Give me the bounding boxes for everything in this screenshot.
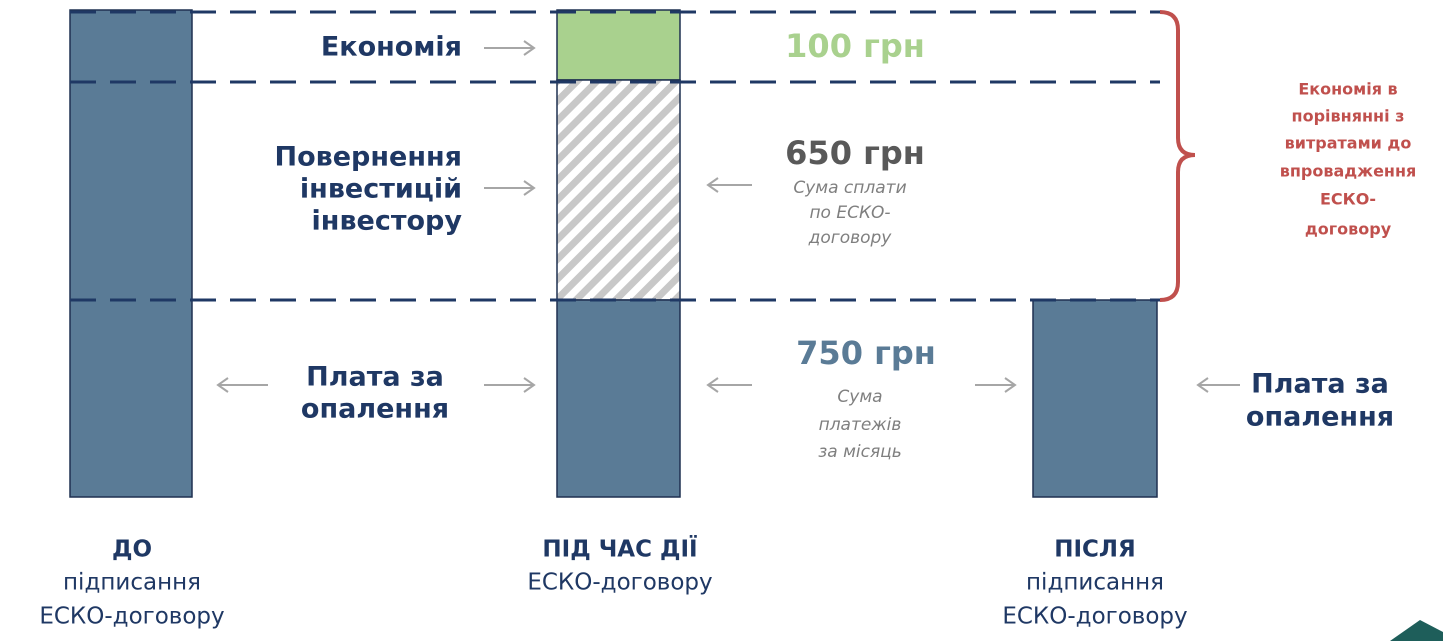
label: Плата за bbox=[1251, 369, 1389, 400]
label: Плата за bbox=[306, 362, 444, 393]
amount: 650 грн bbox=[785, 134, 925, 172]
note: по ЕСКО- bbox=[809, 203, 890, 223]
column-subtitle: підписання bbox=[63, 570, 201, 596]
label: опалення bbox=[301, 394, 449, 425]
bar-investment bbox=[556, 79, 681, 301]
label: опалення bbox=[1246, 402, 1394, 433]
arrows bbox=[216, 40, 1240, 393]
amount: 100 грн bbox=[785, 27, 925, 65]
note-line: впровадження bbox=[1280, 162, 1417, 181]
column-title: ПІСЛЯ bbox=[1054, 537, 1136, 563]
note-line: ЕСКО- bbox=[1320, 190, 1376, 209]
label: Економія bbox=[321, 32, 462, 63]
bar-savings bbox=[556, 9, 681, 81]
amount: 750 грн bbox=[796, 334, 936, 372]
note-line: договору bbox=[1305, 220, 1392, 239]
column-subtitle: ЕСКО-договору bbox=[527, 570, 712, 596]
brace bbox=[1159, 10, 1196, 302]
label: інвестицій bbox=[300, 174, 462, 205]
note: Сума bbox=[837, 387, 882, 407]
column-subtitle: підписання bbox=[1026, 570, 1164, 596]
column-title: ДО bbox=[112, 537, 152, 563]
note-line: порівнянні з bbox=[1292, 107, 1405, 126]
column-title: ПІД ЧАС ДІЇ bbox=[542, 535, 697, 563]
note: за місяць bbox=[818, 442, 902, 462]
note: Сума сплати bbox=[793, 178, 906, 198]
note-line: витратами до bbox=[1285, 134, 1412, 153]
column-subtitle: ЕСКО-договору bbox=[39, 604, 224, 630]
brace-note: Економія в порівнянні з витратами до впр… bbox=[1280, 80, 1417, 239]
bar-before bbox=[69, 9, 193, 498]
label: Повернення bbox=[275, 142, 462, 173]
label: інвестору bbox=[312, 206, 463, 237]
column-subtitle: ЕСКО-договору bbox=[1002, 604, 1187, 630]
bar-heating bbox=[556, 299, 681, 498]
note: платежів bbox=[819, 415, 902, 435]
bar-after bbox=[1032, 299, 1158, 498]
corner-decoration bbox=[1390, 620, 1443, 641]
note-line: Економія в bbox=[1298, 80, 1397, 99]
dashed-lines bbox=[70, 10, 1160, 302]
note: договору bbox=[808, 228, 893, 248]
